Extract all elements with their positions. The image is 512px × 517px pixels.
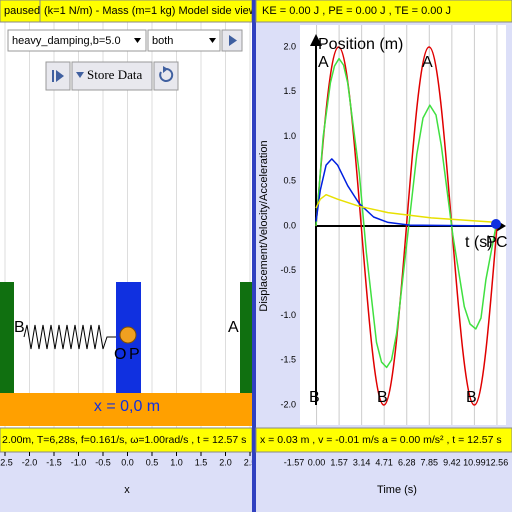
dropdown-arrow	[134, 38, 141, 43]
y-tick-label: 2.0	[283, 41, 296, 51]
annotation: C	[496, 234, 508, 251]
x-tick-label: -1.57	[284, 457, 305, 467]
step-icon	[52, 70, 54, 82]
arrow-head	[310, 34, 322, 46]
info: x = 0.03 m , v = -0.01 m/s a = 0.00 m/s²…	[260, 434, 502, 446]
x-tick-label: 6.28	[398, 457, 416, 467]
x-tick-label: 2.5	[244, 457, 257, 467]
x-tick-label: 10.99	[463, 457, 486, 467]
position-label: Position (m)	[318, 36, 403, 53]
x-axis-label: Time (s)	[377, 484, 417, 496]
info-bar	[255, 427, 512, 453]
x-tick-label: -2.0	[22, 457, 38, 467]
store-data-button[interactable]	[71, 61, 153, 91]
x-tick-label: 1.5	[195, 457, 208, 467]
annotation: B	[466, 389, 477, 406]
mass-point	[119, 326, 137, 344]
reset-button[interactable]	[153, 61, 179, 91]
annotation: P	[486, 234, 497, 251]
x-tick-label: 1.0	[170, 457, 183, 467]
y-tick-label: -1.0	[280, 310, 296, 320]
red-curve	[315, 46, 498, 406]
separator	[252, 0, 256, 512]
y-tick-label: -2.0	[280, 399, 296, 409]
energy-bar	[255, 0, 512, 23]
x-tick-label: 7.85	[421, 457, 439, 467]
annotation: B	[309, 389, 320, 406]
x-tick-label: -2.5	[0, 457, 13, 467]
spring	[23, 324, 116, 350]
x-tick-label: 0.5	[146, 457, 159, 467]
x-tick-label: -1.5	[46, 457, 62, 467]
view-select-text: both	[152, 35, 173, 47]
x-tick-label: 1.57	[330, 457, 348, 467]
mode-select[interactable]	[7, 29, 147, 52]
info-bar	[0, 427, 253, 453]
view-select[interactable]	[147, 29, 221, 52]
play-icon	[229, 35, 237, 46]
mode-select-text: heavy_damping,b=5.0	[12, 35, 121, 47]
dropdown-arrow	[209, 38, 216, 43]
store-data-text: Store Data	[87, 67, 142, 82]
ground	[0, 393, 252, 426]
green-curve	[315, 57, 498, 369]
annotation: A	[318, 54, 329, 71]
title: (k=1 N/m) - Mass (m=1 kg) Model side vie…	[44, 5, 257, 17]
x-tick-label: 0.0	[121, 457, 134, 467]
yellow-curve	[315, 193, 497, 224]
reset-icon	[163, 66, 168, 73]
x-tick-label: 0.00	[308, 457, 326, 467]
left-wall	[0, 282, 14, 393]
store-icon	[76, 72, 84, 78]
annotation: B	[377, 389, 388, 406]
blue-curve	[315, 158, 497, 227]
y-tick-label: -0.5	[280, 265, 296, 275]
y-tick-label: 1.5	[283, 86, 296, 96]
x-tick-label: 4.71	[375, 457, 393, 467]
y-tick-label: 1.0	[283, 131, 296, 141]
x-tick-label: 12.56	[486, 457, 509, 467]
y-tick-label: 0.5	[283, 176, 296, 186]
annotation: A	[422, 54, 433, 71]
step-icon	[56, 70, 64, 82]
label-p: P	[129, 346, 140, 363]
current-point	[491, 219, 501, 229]
label-b: B	[14, 319, 25, 336]
y-tick-label: 0.0	[283, 220, 296, 230]
x-tick-label: 9.42	[443, 457, 461, 467]
x-tick-label: 2.0	[219, 457, 232, 467]
y-axis-label: Displacement/Velocity/Acceleration	[258, 140, 270, 311]
status: paused	[4, 5, 40, 17]
info: 2.00m, T=6,28s, f=0.161/s, ω=1.00rad/s ,…	[2, 434, 246, 446]
position-text: x = 0,0 m	[94, 398, 160, 415]
energy: KE = 0.00 J , PE = 0.00 J , TE = 0.00 J	[262, 5, 451, 17]
x-tick-label: 3.14	[353, 457, 371, 467]
right-wall	[240, 282, 252, 393]
y-tick-label: -1.5	[280, 355, 296, 365]
label-a: A	[228, 319, 239, 336]
x-tick-label: -1.0	[71, 457, 87, 467]
label-o: O	[114, 346, 126, 363]
reset-icon	[159, 67, 174, 82]
annotation: t (s)	[465, 234, 493, 251]
x-tick-label: -0.5	[95, 457, 111, 467]
x-axis-label: x	[124, 484, 130, 496]
